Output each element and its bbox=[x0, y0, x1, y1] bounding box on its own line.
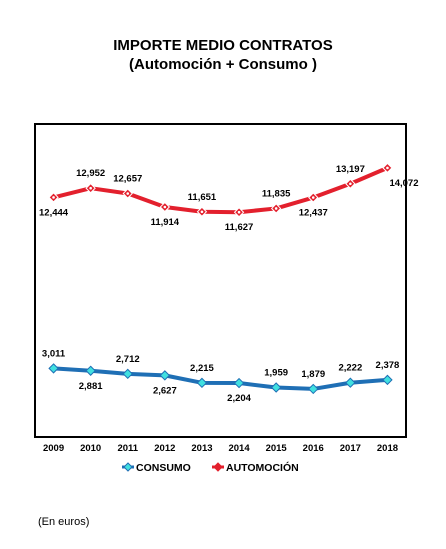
automocion-point-dot bbox=[349, 182, 352, 186]
consumo-data-label: 2,712 bbox=[116, 354, 140, 365]
x-tick-label: 2014 bbox=[228, 443, 250, 454]
legend-consumo-marker bbox=[123, 462, 133, 472]
x-tick-label: 2012 bbox=[154, 443, 175, 454]
automocion-data-label: 12,657 bbox=[113, 174, 142, 185]
consumo-point bbox=[270, 382, 282, 393]
consumo-point bbox=[233, 377, 245, 389]
consumo-point bbox=[308, 383, 319, 395]
consumo-data-label: 2,215 bbox=[190, 363, 214, 374]
automocion-series-line bbox=[53, 166, 389, 215]
automocion-data-label: 12,952 bbox=[76, 168, 105, 179]
consumo-point bbox=[345, 377, 356, 388]
consumo-point bbox=[159, 370, 171, 381]
chart-title: IMPORTE MEDIO CONTRATOS bbox=[113, 37, 333, 54]
consumo-point bbox=[122, 368, 133, 380]
consumo-data-label: 1,959 bbox=[264, 367, 288, 378]
automocion-data-label: 13,197 bbox=[336, 164, 365, 175]
consumo-data-label: 2,627 bbox=[153, 385, 177, 396]
automocion-data-label: 12,437 bbox=[299, 208, 328, 219]
automocion-point-dot bbox=[52, 196, 55, 199]
automocion-point-dot bbox=[200, 210, 204, 214]
legend-consumo-label: CONSUMO bbox=[136, 462, 191, 474]
consumo-point bbox=[85, 365, 96, 376]
consumo-point bbox=[196, 377, 208, 389]
automocion-point-dot bbox=[89, 186, 92, 190]
x-tick-label: 2015 bbox=[266, 443, 288, 454]
x-tick-label: 2016 bbox=[303, 443, 324, 454]
automocion-point-dot bbox=[386, 166, 389, 170]
x-tick-label: 2011 bbox=[117, 443, 138, 454]
automocion-data-label: 11,835 bbox=[262, 188, 291, 199]
consumo-data-label: 2,881 bbox=[79, 381, 103, 392]
consumo-point bbox=[382, 374, 393, 386]
legend-automocion-label: AUTOMOCIÓN bbox=[226, 461, 299, 474]
consumo-data-label: 1,879 bbox=[301, 369, 325, 380]
chart-subtitle: (Automoción + Consumo ) bbox=[129, 56, 317, 73]
automocion-point-dot bbox=[163, 205, 167, 209]
automocion-point-dot bbox=[274, 207, 278, 210]
x-tick-label: 2009 bbox=[43, 443, 64, 454]
automocion-point-dot bbox=[237, 210, 241, 214]
x-tick-label: 2013 bbox=[191, 443, 212, 454]
automocion-data-label: 11,651 bbox=[188, 192, 217, 203]
automocion-point-dot bbox=[311, 196, 315, 199]
legend-automocion-marker bbox=[213, 462, 223, 472]
consumo-data-label: 2,222 bbox=[338, 363, 362, 374]
automocion-data-label: 11,627 bbox=[225, 222, 254, 233]
consumo-point bbox=[48, 363, 59, 374]
footnote-units: (En euros) bbox=[38, 516, 90, 528]
consumo-data-label: 3,011 bbox=[42, 348, 66, 359]
automocion-point-dot bbox=[126, 192, 130, 195]
x-tick-label: 2017 bbox=[340, 443, 361, 454]
automocion-data-label: 14,072 bbox=[389, 178, 418, 189]
automocion-data-label: 11,914 bbox=[151, 217, 180, 228]
automocion-data-label: 12,444 bbox=[39, 207, 69, 218]
consumo-series-line bbox=[53, 366, 388, 391]
consumo-data-label: 2,378 bbox=[376, 360, 400, 371]
consumo-data-label: 2,204 bbox=[227, 393, 251, 404]
x-tick-label: 2010 bbox=[80, 443, 101, 454]
x-tick-label: 2018 bbox=[377, 443, 398, 454]
